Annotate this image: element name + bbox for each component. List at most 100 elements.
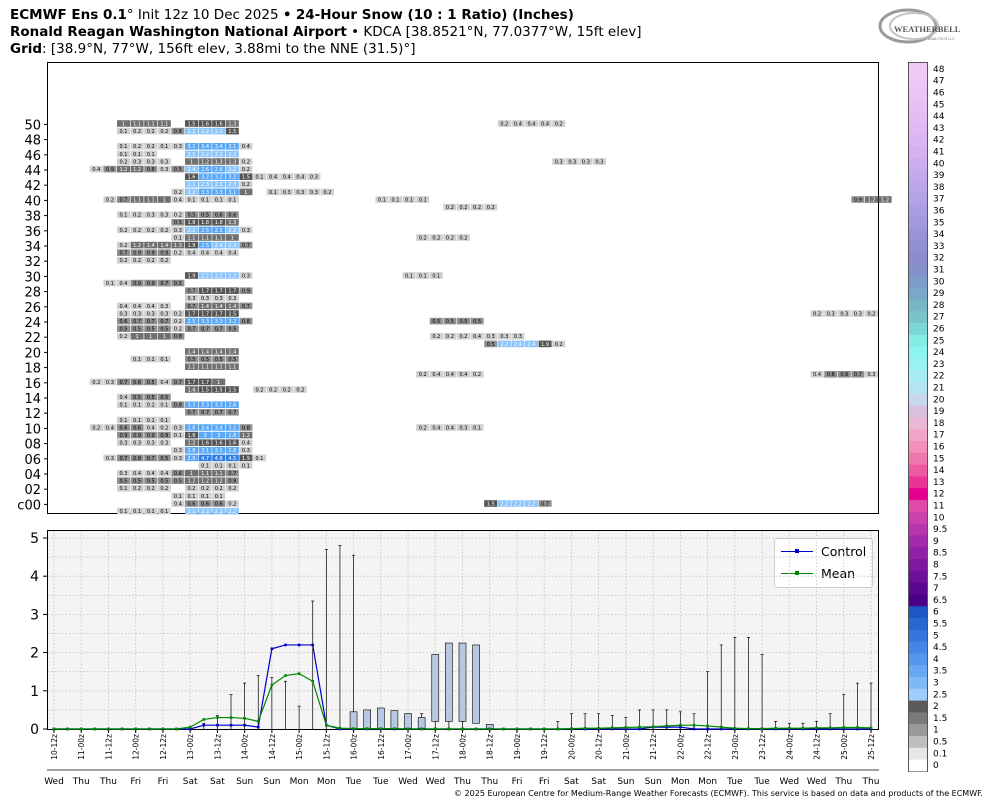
- series-point-mean: [365, 727, 369, 730]
- heatmap-cell-label: 1.8: [215, 220, 223, 226]
- heatmap-cell-label: 0.3: [133, 159, 141, 165]
- heatmap-cell-label: 0.3: [120, 441, 128, 447]
- colorbar-segment: [909, 523, 927, 536]
- heatmap-cell: [212, 317, 226, 325]
- heatmap-cell: [144, 424, 158, 431]
- heatmap-cell: [185, 401, 198, 408]
- heatmap-cell-label: 1.4: [215, 304, 223, 310]
- heatmap-cell-label: 2.5: [215, 228, 223, 234]
- heatmap-cell: [185, 348, 198, 355]
- series-point-mean: [243, 717, 246, 720]
- heatmap-cell: [144, 325, 158, 332]
- heatmap-cell-label: 0.2: [446, 235, 454, 241]
- heatmap-cell: [144, 211, 158, 218]
- heatmap-cell: [552, 120, 566, 127]
- heatmap-cell-label: 0.9: [147, 251, 155, 257]
- heatmap-cell-label: 2.2: [228, 273, 236, 279]
- colorbar-segment: [909, 723, 927, 736]
- series-point-mean: [66, 727, 69, 731]
- heatmap-cell: [225, 188, 239, 196]
- heatmap-cell: [144, 355, 158, 363]
- heatmap-cell-label: 0.3: [174, 144, 182, 150]
- heatmap-cell: [225, 158, 239, 165]
- heatmap-cell: [239, 317, 253, 325]
- heatmap-cell: [144, 485, 158, 492]
- heatmap-cell: [538, 340, 552, 348]
- heatmap-cell-label: 0.2: [120, 258, 128, 264]
- heatmap-cell-label: 0.5: [188, 357, 196, 363]
- heatmap-cell: [157, 393, 171, 401]
- y-tick-label: 02: [24, 483, 41, 498]
- heatmap-cell-label: 0.1: [419, 273, 427, 279]
- heatmap-cell-label: 0.2: [106, 197, 114, 203]
- series-point-control: [842, 727, 846, 731]
- day-label: Sat: [564, 777, 579, 787]
- heatmap-cell: [117, 507, 130, 515]
- colorbar-segment: [909, 157, 927, 170]
- heatmap-cell: [185, 424, 198, 431]
- heatmap-cell: [144, 150, 158, 158]
- heatmap-cell-label: 1.1: [215, 235, 223, 241]
- heatmap-cell: [185, 143, 198, 150]
- heatmap-cell: [171, 241, 185, 249]
- colorbar-segment: [909, 582, 927, 595]
- heatmap-cell: [402, 196, 416, 203]
- heatmap-cell: [212, 386, 226, 393]
- heatmap-cell-label: 0.1: [215, 197, 223, 203]
- heatmap-cell-label: 0.5: [228, 327, 236, 333]
- heatmap-cell: [511, 333, 525, 340]
- heatmap-cell: [293, 386, 307, 393]
- heatmap-cell-label: 1: [136, 334, 139, 340]
- heatmap-cell-label: 0.3: [310, 175, 318, 181]
- y-tick-label: 42: [24, 179, 41, 194]
- heatmap-cell-label: 1.4: [228, 349, 236, 355]
- day-label: Sat: [183, 777, 198, 787]
- heatmap-cell: [144, 196, 158, 203]
- heatmap-cell-label: 1.7: [188, 311, 196, 317]
- series-point-mean: [583, 726, 587, 730]
- series-point-mean: [692, 723, 696, 727]
- heatmap-cell-label: 1.3: [228, 121, 236, 127]
- heatmap-cell: [552, 158, 566, 165]
- heatmap-cell-label: 0.5: [147, 479, 155, 485]
- y-tick-label: 40: [24, 194, 41, 209]
- heatmap-cell-label: 0.1: [147, 357, 155, 363]
- series-point-mean: [379, 727, 383, 730]
- series-point-mean: [433, 727, 437, 731]
- heatmap-cell-label: 0.7: [188, 327, 196, 333]
- heatmap-cell-label: 1.4: [228, 304, 236, 310]
- heatmap-cell: [157, 355, 171, 363]
- series-point-control: [638, 727, 641, 731]
- heatmap-cell-label: 0.4: [106, 425, 114, 431]
- heatmap-cell-label: 3.3: [215, 190, 223, 196]
- colorbar-segment: [909, 145, 927, 158]
- y-tick-label: 5: [30, 531, 39, 547]
- heatmap-cell: [130, 485, 144, 492]
- heatmap-cell: [117, 158, 130, 165]
- heatmap-cell-label: 0.2: [160, 425, 168, 431]
- heatmap-cell-label: 1.6: [201, 121, 209, 127]
- y-tick-label: 16: [24, 377, 41, 392]
- heatmap-cell-label: 0.5: [473, 319, 481, 325]
- heatmap-cell-label: 0.6: [120, 425, 128, 431]
- heatmap-cell: [157, 477, 171, 484]
- heatmap-cell: [198, 507, 212, 515]
- heatmap-cell: [198, 173, 212, 180]
- heatmap-cell-label: 0.2: [460, 334, 468, 340]
- heatmap-cell: [185, 173, 198, 180]
- heatmap-cell: [185, 500, 198, 507]
- heatmap-cell-label: 0.6: [133, 425, 141, 431]
- heatmap-cell-label: 0.2: [242, 159, 250, 165]
- heatmap-cell-label: 0.2: [120, 228, 128, 234]
- heatmap-cell: [198, 401, 212, 408]
- heatmap-cell: [117, 431, 130, 439]
- heatmap-cell: [185, 241, 198, 249]
- heatmap-cell: [185, 363, 198, 370]
- heatmap-cell-label: 0.4: [228, 251, 236, 257]
- heatmap-cell-label: 0.4: [215, 251, 223, 257]
- legend-mean-swatch: [781, 570, 813, 575]
- heatmap-cell: [144, 279, 158, 287]
- heatmap-cell: [130, 424, 144, 431]
- heatmap-cell: [239, 431, 253, 439]
- colorbar-segment: [909, 240, 927, 253]
